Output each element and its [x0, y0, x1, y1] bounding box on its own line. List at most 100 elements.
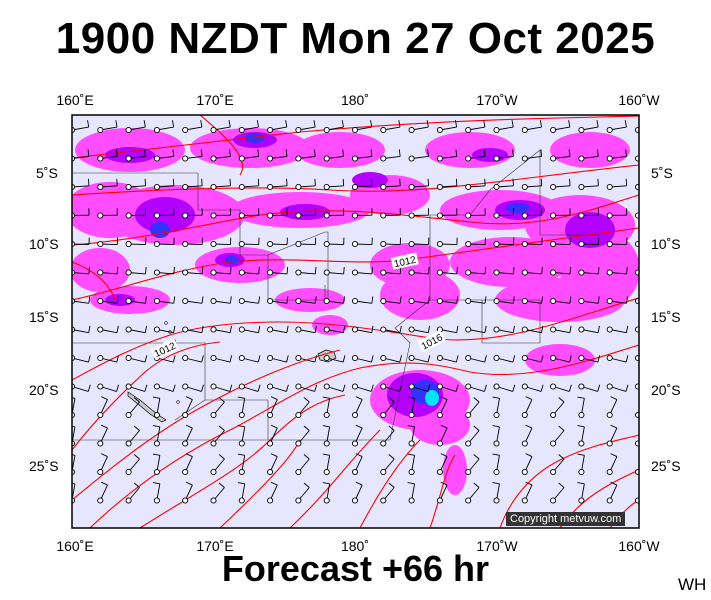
- lat-label-left: 10˚S: [29, 236, 59, 252]
- wind-barb: [578, 237, 600, 248]
- wind-barb: [295, 482, 310, 504]
- wind-barb: [436, 424, 448, 447]
- wind-barb: [634, 155, 639, 162]
- wind-barb: [578, 354, 601, 363]
- wind-barb: [125, 296, 147, 305]
- wind-barb: [125, 237, 147, 248]
- wind-barb: [550, 425, 565, 447]
- wind-barb: [550, 178, 571, 191]
- wind-barb: [380, 397, 395, 419]
- wind-barb: [238, 325, 261, 334]
- wind-barb: [182, 325, 204, 334]
- wind-barb: [182, 424, 193, 447]
- wind-barb: [436, 481, 448, 504]
- wind-barb: [238, 354, 261, 363]
- wind-barb: [295, 383, 318, 392]
- wind-barb: [521, 396, 533, 419]
- wind-barb: [295, 354, 318, 363]
- wind-barb: [210, 425, 225, 447]
- wind-barb: [493, 237, 515, 248]
- wind-barb: [210, 354, 233, 363]
- wind-barb: [407, 453, 415, 476]
- wind-barb: [237, 425, 246, 447]
- wind-barb: [267, 149, 288, 162]
- precip-area-heavy: [150, 222, 170, 238]
- lon-label-top: 160˚E: [56, 92, 94, 108]
- wind-barb: [238, 266, 260, 276]
- wind-barb: [606, 178, 628, 191]
- wind-barb: [550, 266, 572, 276]
- wind-barb: [238, 120, 259, 134]
- wind-barb: [267, 266, 289, 276]
- precip-area-light: [295, 132, 385, 168]
- wind-barbs: [72, 120, 639, 504]
- lon-label-bottom: 170˚W: [476, 538, 518, 554]
- wind-barb: [606, 354, 629, 363]
- wind-barb: [351, 481, 363, 504]
- wind-barb: [493, 296, 515, 305]
- wind-barb: [267, 296, 289, 305]
- wind-barb: [550, 397, 565, 419]
- wind-barb: [408, 383, 431, 392]
- lat-label-right: 25˚S: [651, 458, 681, 474]
- wind-barb: [521, 481, 533, 504]
- wind-barb: [210, 325, 232, 334]
- wind-barb: [436, 453, 448, 476]
- wind-barb: [238, 383, 261, 392]
- precip-area-light: [495, 278, 625, 322]
- wind-barb: [436, 149, 458, 162]
- wind-barb: [351, 453, 363, 476]
- wind-barb: [238, 296, 261, 305]
- wind-barb: [380, 325, 402, 334]
- wind-barb: [97, 325, 119, 334]
- wind-barb: [237, 482, 246, 504]
- wind-barb: [323, 237, 345, 248]
- wind-barb: [97, 296, 119, 305]
- wind-barb: [97, 237, 118, 248]
- wind-barb: [578, 149, 599, 162]
- wind-barb: [97, 453, 108, 476]
- wind-barb: [408, 354, 431, 363]
- wind-barb: [550, 149, 571, 162]
- wind-barb: [295, 237, 317, 248]
- lat-label-right: 20˚S: [651, 382, 681, 398]
- lat-label-left: 5˚S: [36, 165, 58, 181]
- wind-barb: [125, 120, 146, 134]
- lat-label-right: 10˚S: [651, 236, 681, 252]
- wind-barb: [351, 149, 373, 162]
- wind-barb: [521, 149, 543, 162]
- wind-barb: [465, 149, 486, 162]
- wind-barb: [521, 354, 544, 363]
- wind-barb: [153, 208, 175, 219]
- lon-label-bottom: 180˚: [340, 538, 370, 554]
- wind-barb: [521, 383, 544, 392]
- lon-label-top: 170˚E: [196, 92, 234, 108]
- precip-area-medium: [352, 172, 388, 188]
- wind-barb: [295, 208, 316, 219]
- wind-barb: [210, 178, 231, 191]
- wind-barb: [465, 397, 480, 419]
- wind-barb: [606, 453, 618, 476]
- wind-barb: [153, 149, 175, 162]
- wind-barb: [210, 208, 231, 219]
- wind-barb: [210, 266, 232, 276]
- wind-barb: [550, 454, 565, 476]
- wind-barb: [351, 383, 374, 392]
- wind-barb: [97, 424, 108, 447]
- precip-area-extreme: [425, 390, 439, 406]
- wind-barb: [493, 325, 515, 334]
- wind-barb: [465, 208, 486, 219]
- wind-barb: [210, 482, 225, 504]
- wind-barb: [125, 178, 147, 191]
- wind-barb: [351, 396, 363, 419]
- wind-barb: [408, 237, 430, 248]
- wind-barb: [267, 383, 289, 392]
- wind-barb: [521, 208, 543, 219]
- wind-barb: [380, 237, 401, 248]
- wind-barb: [634, 468, 639, 476]
- wind-barb: [125, 266, 147, 276]
- wind-barb: [606, 383, 629, 392]
- wind-barb: [323, 325, 346, 334]
- wind-barb: [408, 296, 430, 305]
- wind-barb: [351, 208, 373, 219]
